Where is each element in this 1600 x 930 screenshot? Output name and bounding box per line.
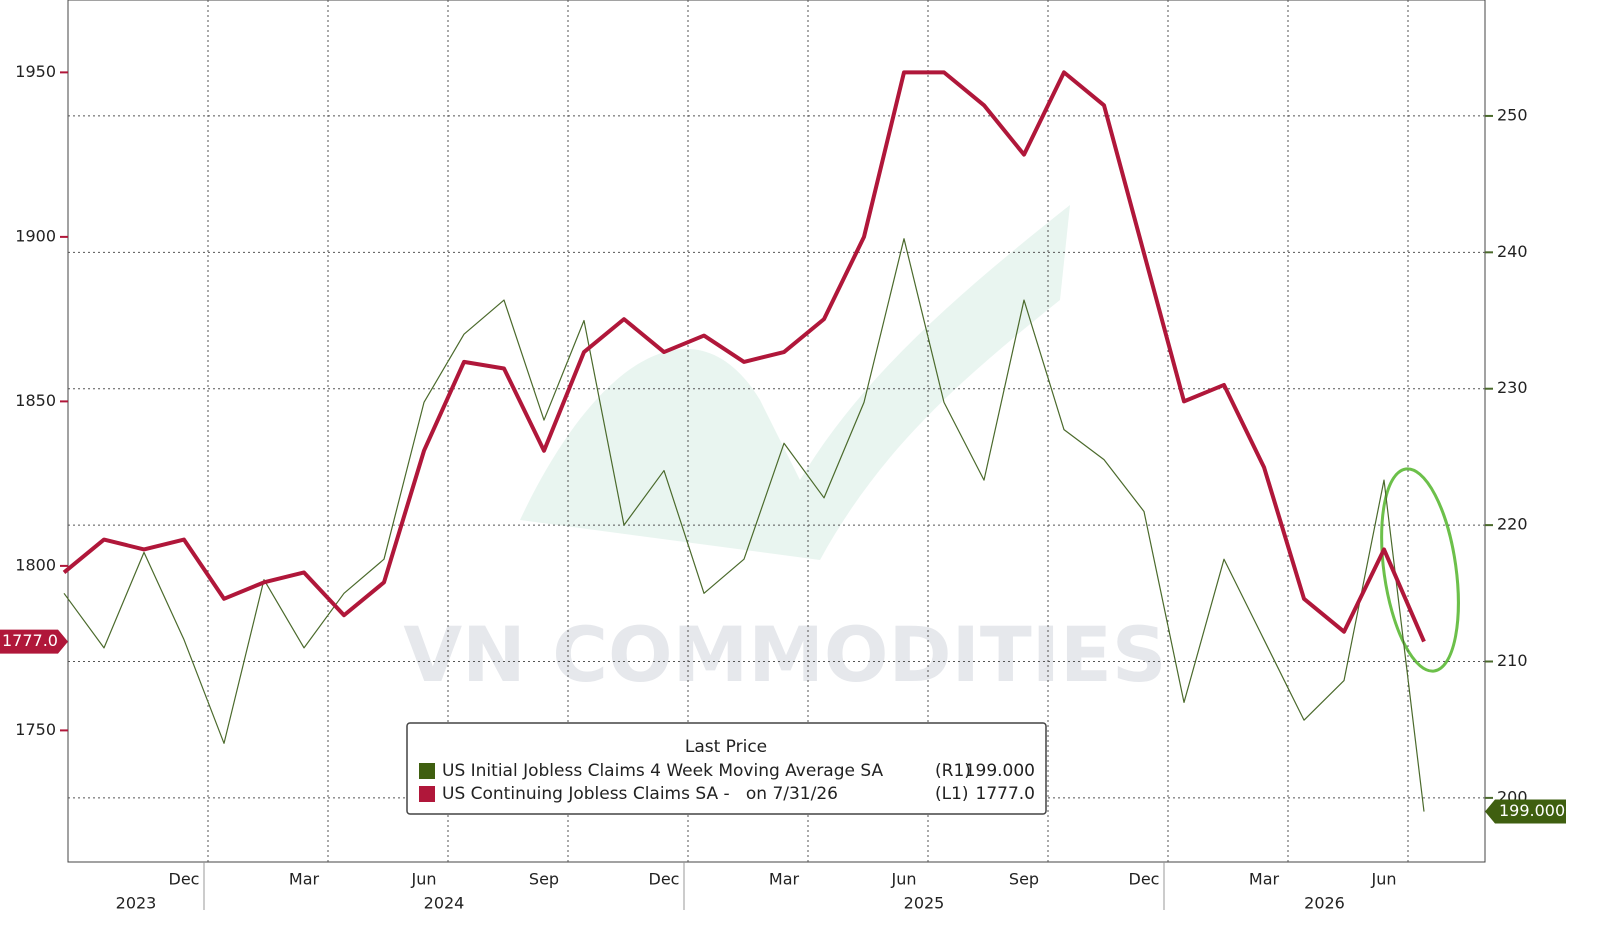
y-tick-label: 1750 xyxy=(15,720,56,739)
plot-area xyxy=(67,0,1486,863)
x-tick-label: Mar xyxy=(769,870,800,889)
year-label: 2024 xyxy=(424,894,465,913)
last-value-label: 199.000 xyxy=(1499,801,1565,820)
x-tick-label: Jun xyxy=(891,870,917,889)
x-tick-label: Jun xyxy=(1371,870,1397,889)
y2-tick-label: 220 xyxy=(1497,515,1528,534)
y-tick-label: 1900 xyxy=(15,226,56,245)
x-tick-label: Mar xyxy=(1249,870,1280,889)
y2-tick-label: 230 xyxy=(1497,378,1528,397)
legend-swatch xyxy=(419,763,435,779)
watermark: VN COMMODITIES xyxy=(403,610,1166,699)
series-line xyxy=(63,238,1425,812)
legend-last-value: 1777.0 xyxy=(976,784,1035,804)
legend-box xyxy=(406,722,1047,815)
y-tick-label: 1800 xyxy=(15,555,56,574)
x-tick-label: Sep xyxy=(1009,870,1039,889)
year-label: 2026 xyxy=(1304,894,1345,913)
highlight-ellipse xyxy=(1380,467,1460,673)
last-value-badge xyxy=(1485,799,1566,824)
x-tick-label: Dec xyxy=(169,870,200,889)
legend: Last Price US Initial Jobless Claims 4 We… xyxy=(406,722,1047,815)
legend-label: US Initial Jobless Claims 4 Week Moving … xyxy=(442,761,883,781)
y-tick-label: 1850 xyxy=(15,391,56,410)
legend-axis-tag: (R1) xyxy=(935,761,971,781)
legend-title: Last Price xyxy=(685,737,767,757)
x-tick-label: Sep xyxy=(529,870,559,889)
x-tick-label: Dec xyxy=(1129,870,1160,889)
last-value-badge xyxy=(0,629,68,654)
y2-tick-label: 210 xyxy=(1497,651,1528,670)
year-label: 2023 xyxy=(116,894,157,913)
legend-axis-tag: (L1) xyxy=(935,784,969,804)
x-tick-label: Jun xyxy=(411,870,437,889)
last-value-label: 1777.0 xyxy=(2,631,58,650)
series-line xyxy=(62,70,1426,643)
legend-label: US Continuing Jobless Claims SA - on 7/3… xyxy=(442,784,838,804)
year-label: 2025 xyxy=(904,894,945,913)
legend-last-value: 199.000 xyxy=(965,761,1035,781)
y-tick-label: 1950 xyxy=(15,62,56,81)
legend-swatch xyxy=(419,786,435,802)
watermark-arrow xyxy=(520,205,1070,560)
marks: 17501800185019001950200210220230240250De… xyxy=(0,0,1566,913)
y2-tick-label: 240 xyxy=(1497,242,1528,261)
x-tick-label: Dec xyxy=(649,870,680,889)
x-tick-label: Mar xyxy=(289,870,320,889)
y2-tick-label: 250 xyxy=(1497,105,1528,124)
